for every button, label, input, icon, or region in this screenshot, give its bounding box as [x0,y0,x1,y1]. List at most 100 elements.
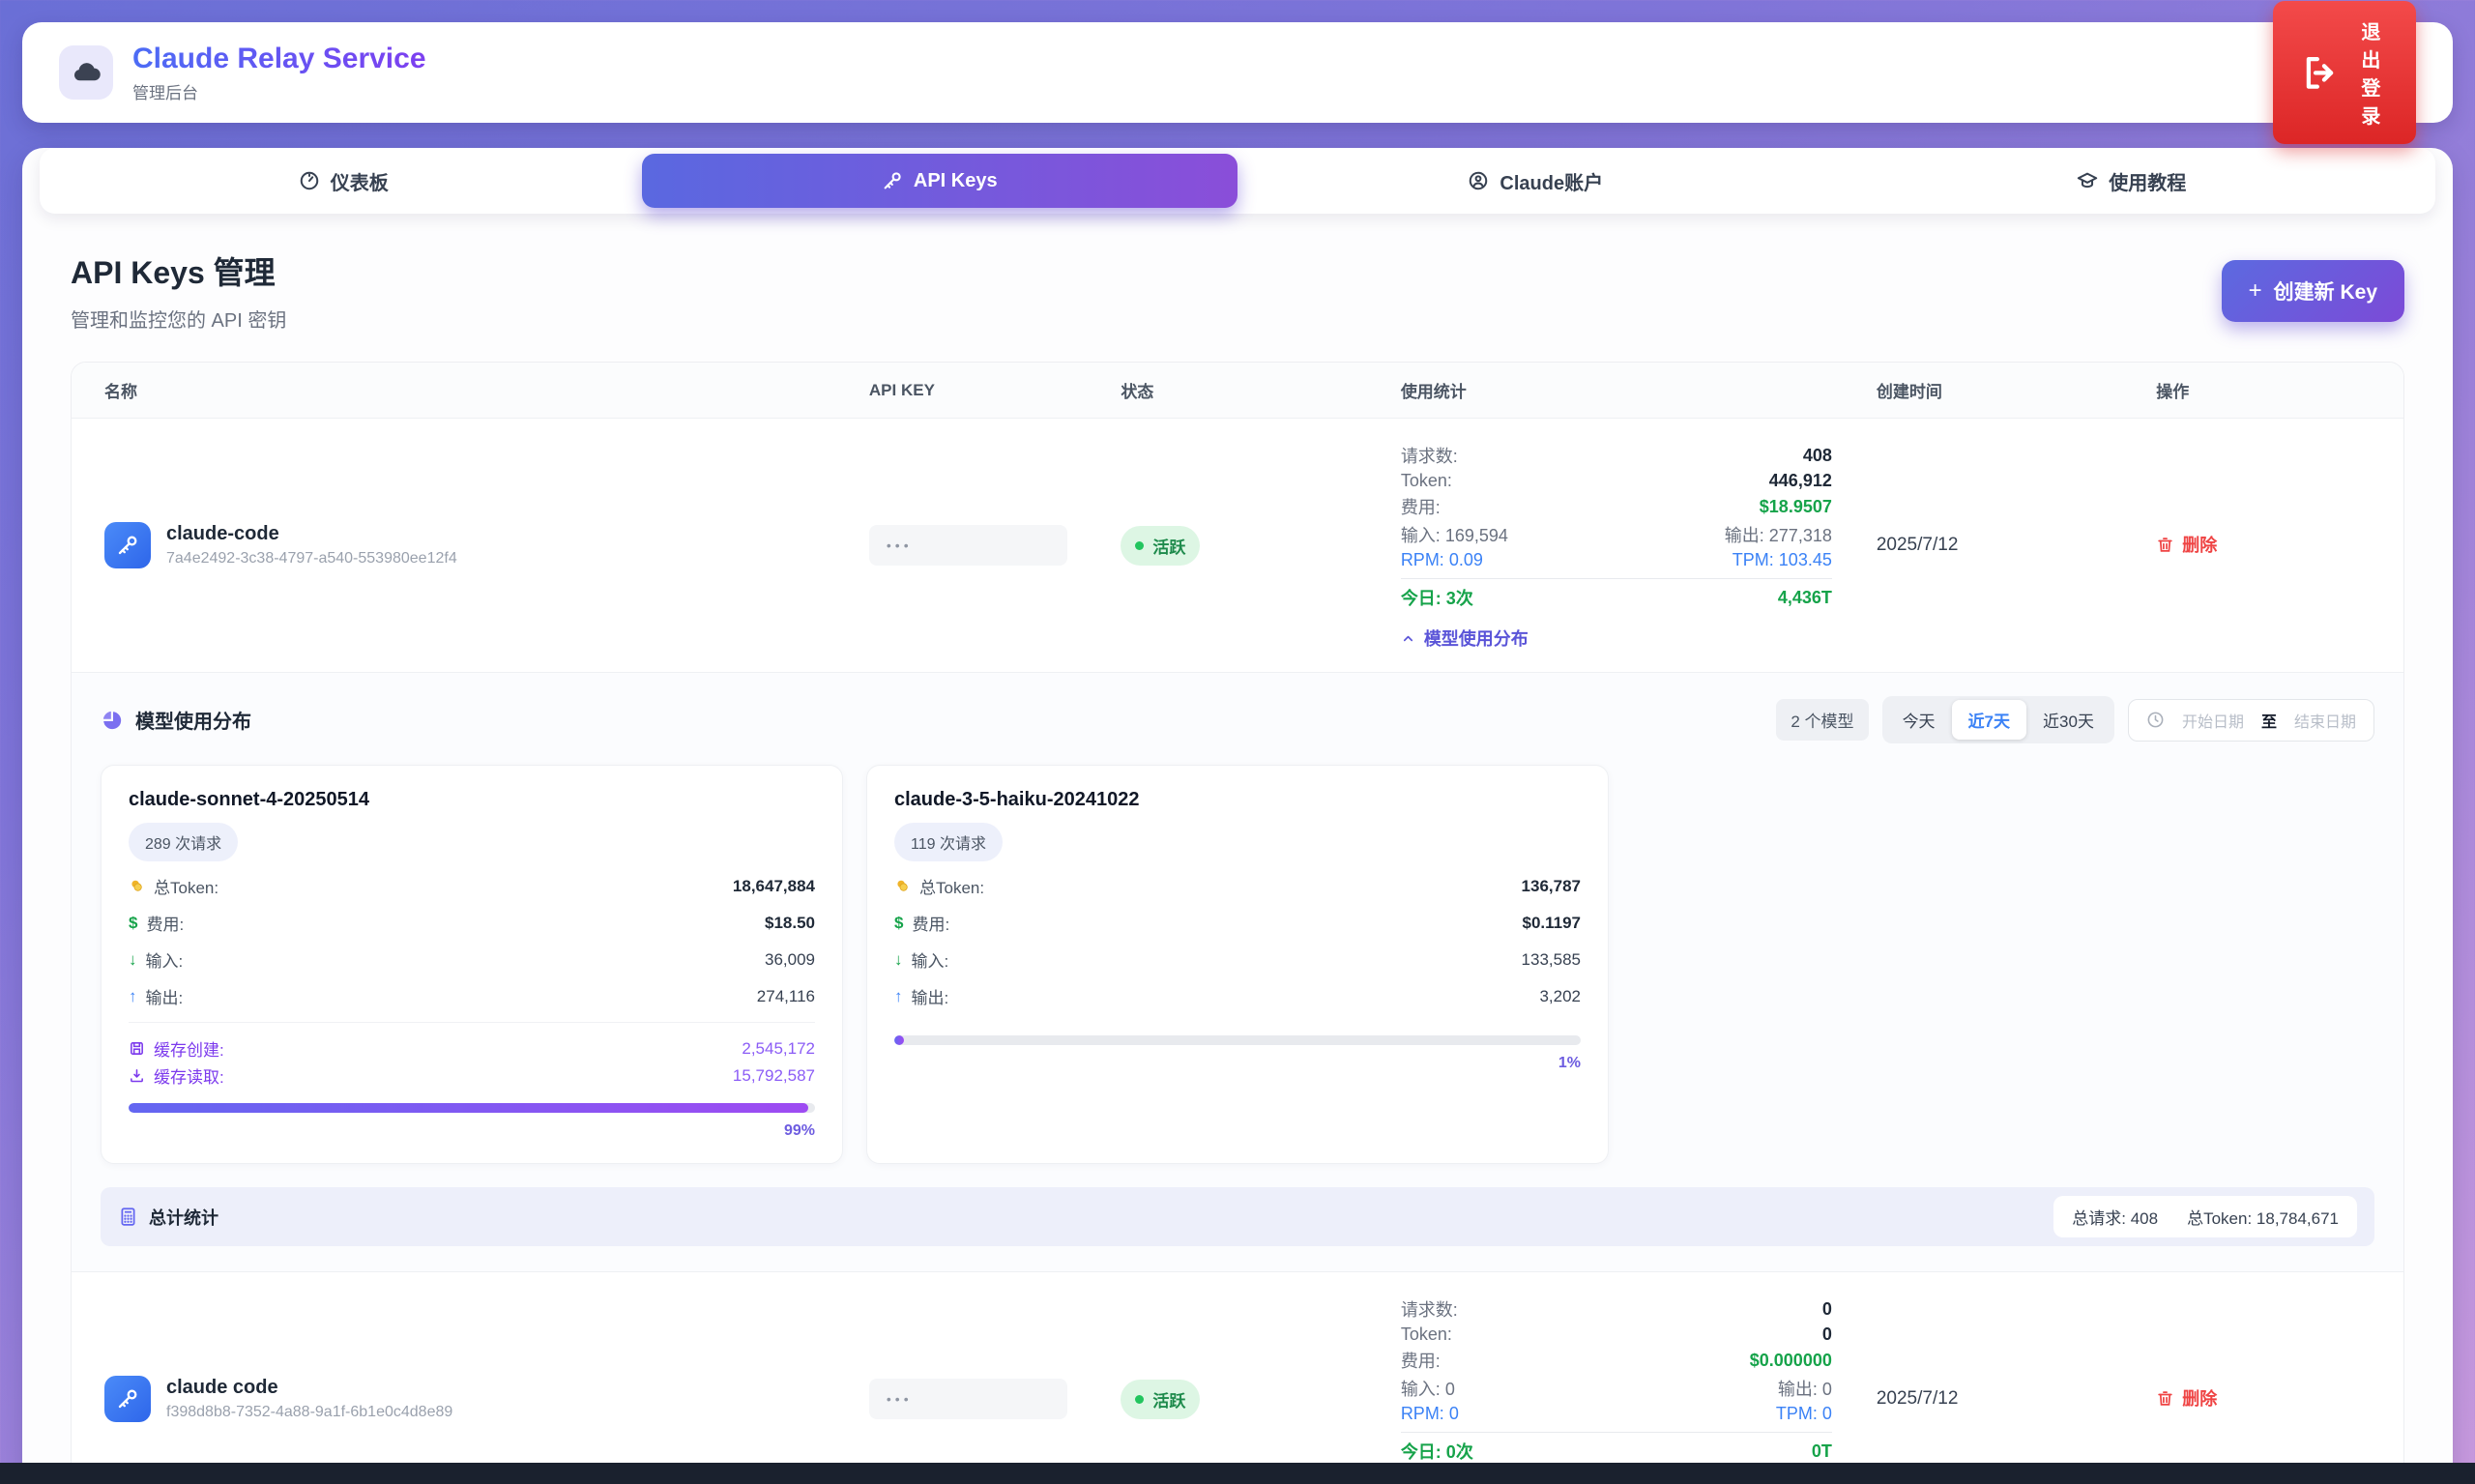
arrow-up-icon: ↑ [129,986,137,1005]
clock-icon [2147,712,2164,728]
model-count-badge: 2 个模型 [1776,699,1869,741]
arrow-up-icon: ↑ [894,986,903,1005]
api-keys-table: 名称 API KEY 状态 使用统计 创建时间 操作 claude-code [71,362,2404,1484]
divider [1400,1432,1832,1433]
total-requests: 总请求: 408 [2072,1209,2159,1228]
create-key-label: 创建新 Key [2273,280,2377,304]
key-icon [118,1389,137,1409]
model-total-tokens: 18,647,884 [732,876,815,895]
col-header-created: 创建时间 [1876,383,1942,401]
plus-icon: + [2248,276,2262,304]
requests-value: 0 [1821,1298,1832,1319]
key-name: claude-code [166,523,279,544]
app-logo [59,45,113,100]
filter-30days[interactable]: 近30天 [2026,700,2111,740]
dollar-icon: $ [129,913,138,932]
tab-api-keys[interactable]: API Keys [641,154,1238,208]
cache-create-value: 2,545,172 [742,1038,815,1058]
today-requests: 今日: 0次 [1400,1442,1473,1462]
bottom-edge [0,1463,2475,1484]
logout-icon [2306,56,2334,89]
divider [1400,578,1832,579]
cache-read-value: 15,792,587 [732,1065,815,1085]
dollar-icon: $ [894,913,904,932]
arrow-down-icon: ↓ [894,949,903,969]
today-requests: 今日: 3次 [1400,589,1473,608]
created-date: 2025/7/12 [1876,535,1959,555]
filter-today[interactable]: 今天 [1886,700,1952,740]
model-requests-badge: 119 次请求 [894,823,1003,861]
col-header-actions: 操作 [2156,383,2190,401]
model-output: 3,202 [1539,986,1581,1005]
model-name: claude-3-5-haiku-20241022 [894,789,1140,810]
model-cost: $0.1197 [1522,913,1581,932]
model-input: 133,585 [1521,949,1581,969]
usage-progress-bar [894,1035,1581,1045]
table-row: claude code f398d8b8-7352-4a88-9a1f-6b1e… [72,1272,2403,1484]
totals-label: 总计统计 [149,1208,218,1228]
table-row: claude-code 7a4e2492-3c38-4797-a540-5539… [72,419,2403,672]
total-tokens: 总Token: 18,784,671 [2187,1209,2339,1228]
tokens-value: 0 [1821,1324,1832,1344]
created-date: 2025/7/12 [1876,1388,1959,1409]
page-subtitle: 管理和监控您的 API 密钥 [71,310,287,332]
time-filter-group: 今天 近7天 近30天 [1881,696,2114,743]
download-icon [131,1069,143,1083]
model-section-title: 模型使用分布 [135,712,251,733]
pie-chart-icon [102,711,122,729]
tab-label: Claude账户 [1500,172,1604,194]
tab-label: API Keys [913,169,998,191]
requests-value: 408 [1802,445,1832,465]
col-header-status: 状态 [1121,383,1154,401]
delete-button[interactable]: 删除 [2156,532,2217,557]
cloud-icon [73,63,101,81]
trash-icon [2158,1391,2173,1406]
coins-icon [131,880,142,891]
col-header-name: 名称 [104,383,137,401]
tab-dashboard[interactable]: 仪表板 [45,154,642,208]
logout-label: 退出登录 [2361,22,2381,128]
gauge-icon [300,171,319,190]
date-range-input[interactable]: 开始日期 至 结束日期 [2127,698,2374,742]
main-panel: 仪表板 API Keys Claude账户 使用教程 API Keys 管理 管… [22,148,2453,1484]
date-start-placeholder: 开始日期 [2181,713,2244,731]
usage-progress-bar [129,1103,815,1113]
page-title: API Keys 管理 [71,255,276,290]
tab-tutorial[interactable]: 使用教程 [1834,154,2431,208]
today-tokens: 0T [1811,1440,1832,1461]
usage-stats: 请求数: 408 Token: 446,912 费用: $18.9507 输入: 16… [1400,445,1832,651]
usage-percent: 1% [1558,1055,1581,1071]
key-id: f398d8b8-7352-4a88-9a1f-6b1e0c4d8e89 [166,1404,453,1420]
totals-bar: 总计统计 总请求: 408 总Token: 18,784,671 [101,1187,2374,1246]
key-icon [118,536,137,555]
tab-label: 使用教程 [2109,172,2187,194]
user-icon [1470,171,1488,190]
masked-api-key[interactable]: ••• [868,1379,1067,1419]
coins-icon [897,880,908,891]
model-distribution-toggle[interactable]: 模型使用分布 [1401,626,1832,651]
key-icon [884,172,901,189]
calculator-icon [121,1208,135,1226]
delete-button[interactable]: 删除 [2156,1385,2217,1411]
arrow-down-icon: ↓ [129,949,137,969]
model-total-tokens: 136,787 [1521,876,1581,895]
key-avatar [104,522,151,568]
tokens-value: 446,912 [1768,471,1832,490]
filter-7days[interactable]: 近7天 [1951,700,2027,740]
logout-button[interactable]: 退出登录 [2273,1,2416,144]
create-key-button[interactable]: + 创建新 Key [2221,259,2404,322]
col-header-usage: 使用统计 [1400,383,1467,401]
model-output: 274,116 [756,986,815,1005]
tab-claude-accounts[interactable]: Claude账户 [1238,154,1834,208]
masked-api-key[interactable]: ••• [868,525,1067,566]
tab-label: 仪表板 [330,172,389,194]
trash-icon [2158,538,2173,552]
graduation-cap-icon [2078,172,2098,189]
output-value: 输出: 0 [1777,1380,1832,1399]
status-dot-icon [1135,540,1145,550]
model-distribution-section: 模型使用分布 2 个模型 今天 近7天 近30天 开始日期 [72,672,2403,1272]
status-badge: 活跃 [1121,525,1201,566]
today-tokens: 4,436T [1777,587,1832,607]
cost-value: $0.000000 [1749,1350,1832,1370]
save-icon [131,1042,143,1055]
